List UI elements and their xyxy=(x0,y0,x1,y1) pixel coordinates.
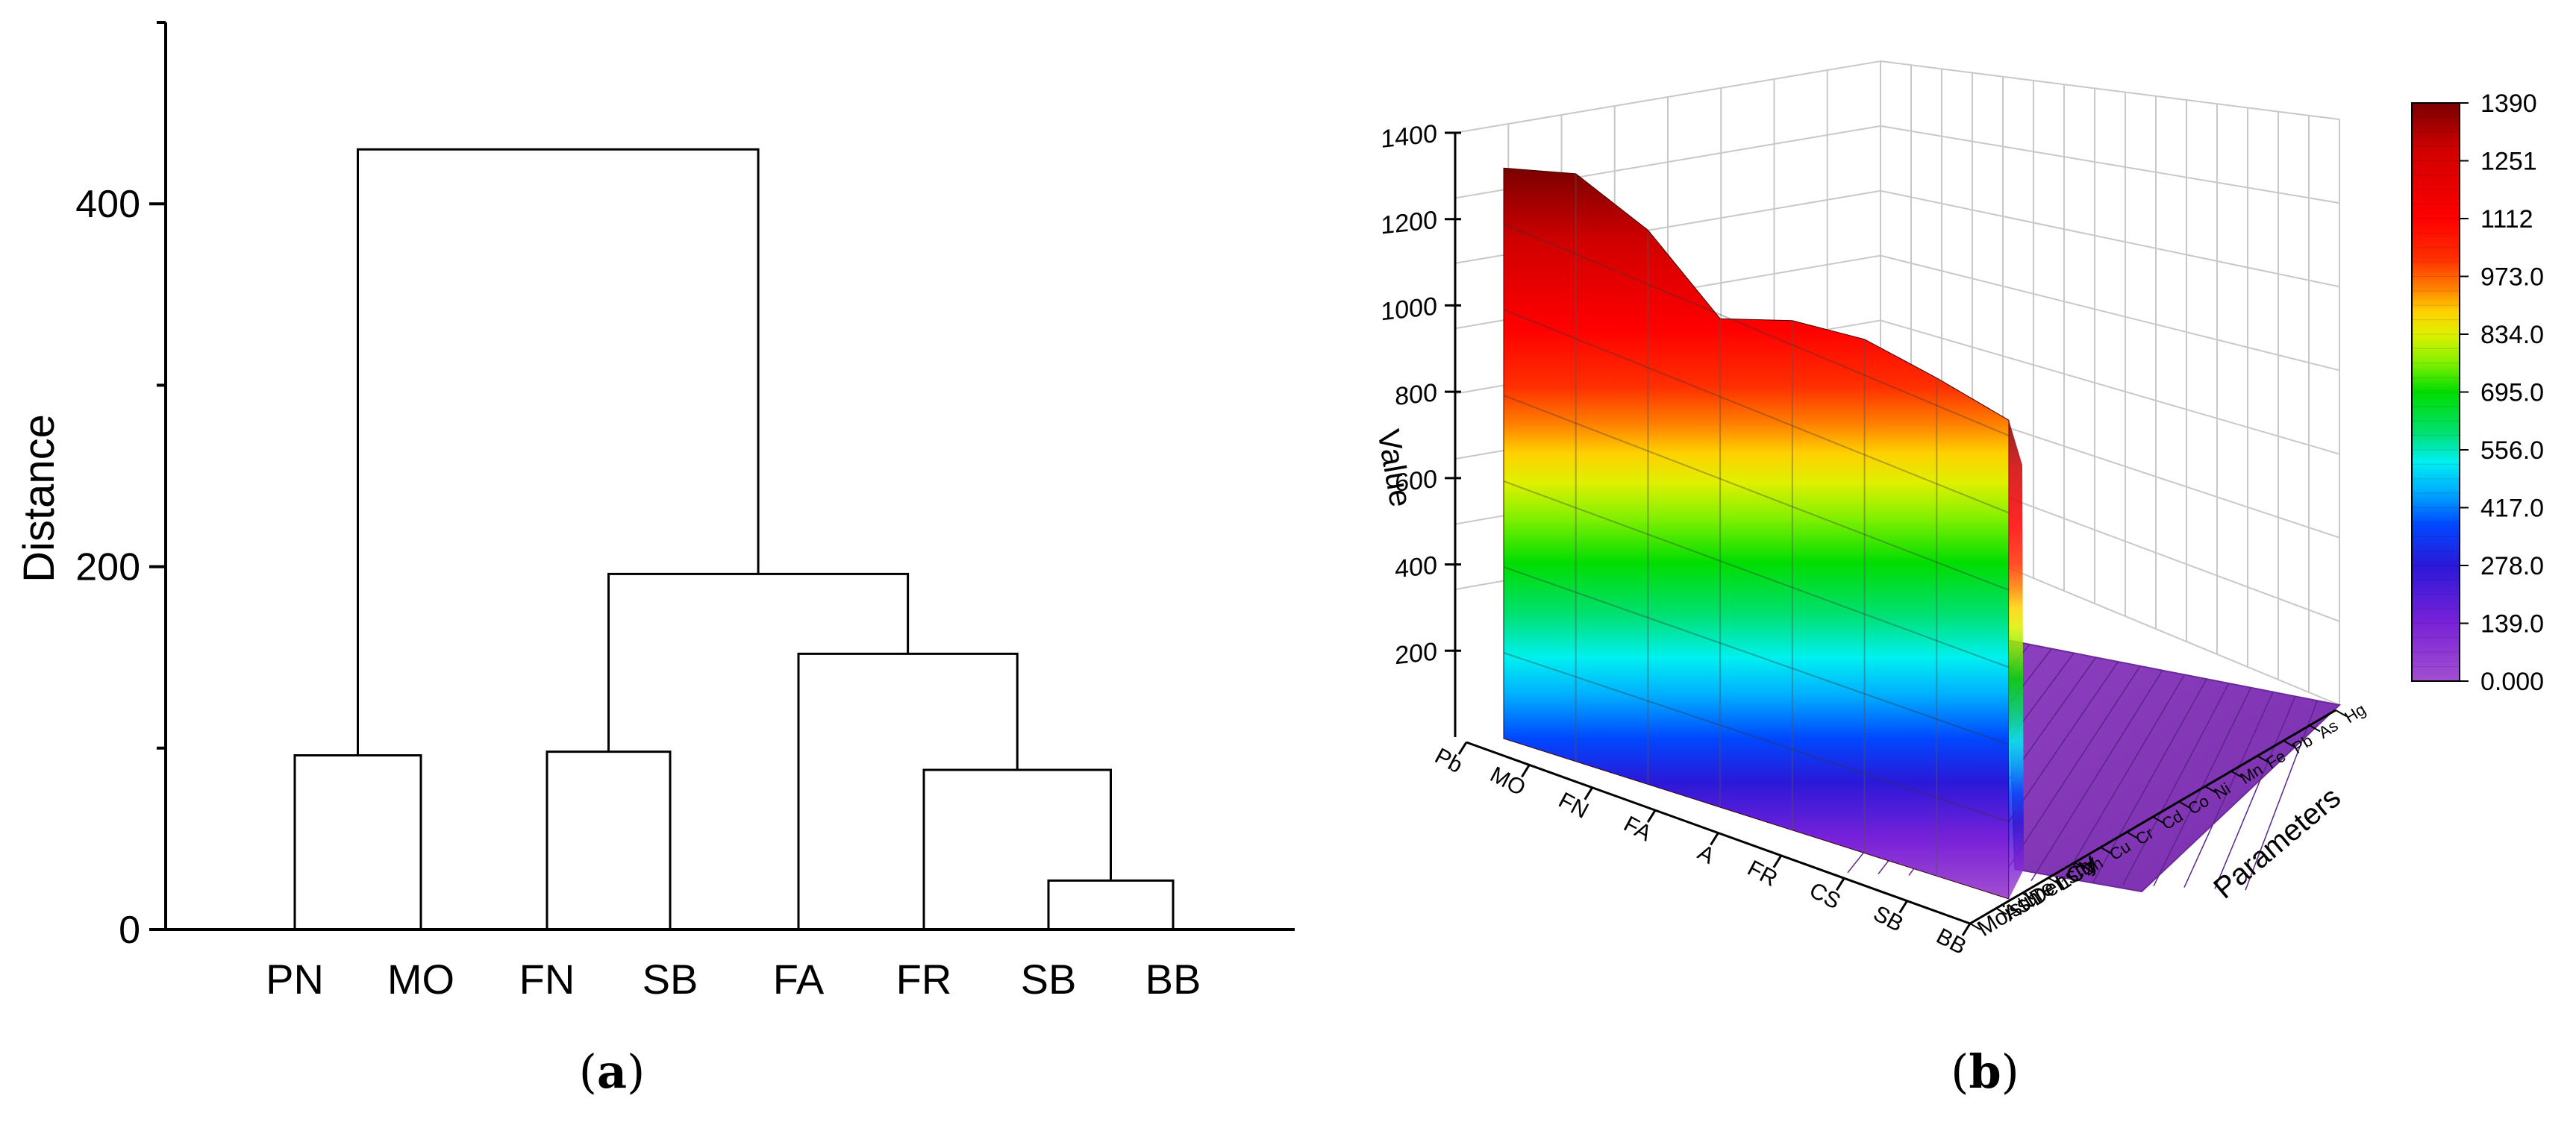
surface-side-face xyxy=(2009,420,2024,899)
floor-gridline xyxy=(2000,665,2141,880)
x-tick-label: CS xyxy=(1805,878,1844,915)
colorbar-tick-label: 139.0 xyxy=(2480,610,2544,639)
x-tick xyxy=(1710,832,1719,846)
x-tick xyxy=(1961,923,1972,936)
z-tick-label: 600 xyxy=(1395,465,1437,498)
floor-gridline xyxy=(2214,696,2296,889)
floor-gridline xyxy=(2031,670,2163,881)
z-tick-label: 1200 xyxy=(1381,206,1437,240)
x-tick-label: MO xyxy=(1486,762,1529,801)
face-contour xyxy=(1503,395,2010,591)
parameters-tick xyxy=(2100,846,2112,854)
dendrogram-link xyxy=(1047,879,1175,930)
x-tick xyxy=(1457,742,1468,755)
wall-gridline xyxy=(1880,319,2340,455)
parameters-tick xyxy=(1969,923,1981,930)
floor-gridline xyxy=(2092,678,2207,884)
face-contour xyxy=(1503,566,2010,745)
x-tick-label: BB xyxy=(1932,924,1970,959)
y-tick-label: 0 xyxy=(119,909,140,952)
parameters-tick xyxy=(2230,770,2242,778)
dendrogram-panel: 0 200 400 Distance PN MO FN SB FA FR SB BB xyxy=(15,21,1295,1003)
x-tick xyxy=(1584,786,1594,800)
face-contour xyxy=(1503,309,2010,514)
colorbar-tick-label: 556.0 xyxy=(2480,436,2544,465)
leaf-label: FR xyxy=(896,956,952,1003)
x-tick-label: FN xyxy=(1554,788,1592,824)
face-contour xyxy=(1503,223,2010,436)
parameters-tick xyxy=(2022,892,2033,900)
y-tick-label: 400 xyxy=(75,183,140,226)
leaf-label: PN xyxy=(266,956,324,1003)
dendrogram-link xyxy=(922,768,1112,930)
y-axis-label: Distance xyxy=(15,414,63,583)
floor-gridline xyxy=(2122,683,2230,886)
z-tick-label: 1400 xyxy=(1381,119,1437,154)
surface-panel: 200400600800100012001400ValuePbMOFNFAAFR… xyxy=(1371,60,2544,959)
dendrogram-link xyxy=(607,572,910,752)
colorbar-tick-label: 695.0 xyxy=(2480,379,2544,407)
parameters-tick xyxy=(2309,724,2321,733)
face-contour xyxy=(1503,480,2010,668)
parameters-tick xyxy=(2126,831,2138,839)
parameters-tick-label: Hg xyxy=(2341,700,2369,727)
colorbar-tick-label: 834.0 xyxy=(2480,321,2544,349)
floor-gridline xyxy=(2061,674,2185,883)
parameters-tick xyxy=(2178,800,2190,809)
parameters-tick xyxy=(2283,739,2295,748)
x-tick-label: A xyxy=(1694,840,1719,869)
x-tick-label: FR xyxy=(1743,856,1781,891)
dendrogram-link xyxy=(545,750,672,930)
floor-gridline xyxy=(2183,692,2274,888)
leaf-label: BB xyxy=(1145,956,1201,1003)
caption-b: (b) xyxy=(1951,1044,2019,1099)
parameters-tick xyxy=(2152,816,2164,824)
colorbar-tick-label: 1112 xyxy=(2480,205,2533,234)
colorbar-tick-label: 0.000 xyxy=(2480,668,2544,696)
leaf-label: MO xyxy=(387,956,454,1003)
wall-gridline xyxy=(1880,125,2340,204)
y-tick-label: 200 xyxy=(75,546,140,589)
leaf-label: FA xyxy=(773,956,825,1003)
z-tick-label: 1000 xyxy=(1381,292,1437,327)
x-tick-label: SB xyxy=(1869,901,1907,937)
floor-gridline xyxy=(2245,700,2319,891)
colorbar-tick-label: 278.0 xyxy=(2480,552,2544,580)
leaf-label: SB xyxy=(1021,956,1077,1003)
z-tick-label: 200 xyxy=(1395,637,1437,670)
caption-a: (a) xyxy=(579,1044,645,1099)
x-tick xyxy=(1521,764,1531,778)
leaf-label: FN xyxy=(519,956,575,1003)
z-tick-label: 400 xyxy=(1395,551,1437,584)
wall-gridline xyxy=(1880,254,2340,372)
face-contour xyxy=(1503,652,2010,823)
z-axis-label: Value xyxy=(1371,427,1419,510)
wall-gridline xyxy=(1880,189,2340,288)
colorbar-tick-label: 417.0 xyxy=(2480,495,2544,523)
parameters-tick xyxy=(2335,709,2347,717)
colorbar xyxy=(2411,102,2460,682)
leaf-label: SB xyxy=(643,956,698,1003)
parameters-tick xyxy=(2074,862,2086,870)
x-tick xyxy=(1772,855,1783,868)
z-tick-label: 800 xyxy=(1395,378,1437,411)
colorbar-tick-label: 973.0 xyxy=(2480,263,2544,292)
parameters-tick xyxy=(1995,907,2007,915)
colorbar-tick-label: 1251 xyxy=(2480,148,2537,176)
x-tick xyxy=(1835,877,1845,891)
dendrogram-link xyxy=(357,148,760,756)
dendrogram-link xyxy=(293,754,422,930)
dendrogram-link xyxy=(797,652,1019,930)
colorbar-tick-label: 1390 xyxy=(2480,90,2537,118)
x-tick xyxy=(1646,809,1657,823)
parameters-tick xyxy=(2257,755,2269,763)
parameters-tick xyxy=(2204,786,2216,794)
x-tick xyxy=(1898,900,1908,914)
parameters-tick xyxy=(2048,877,2060,885)
